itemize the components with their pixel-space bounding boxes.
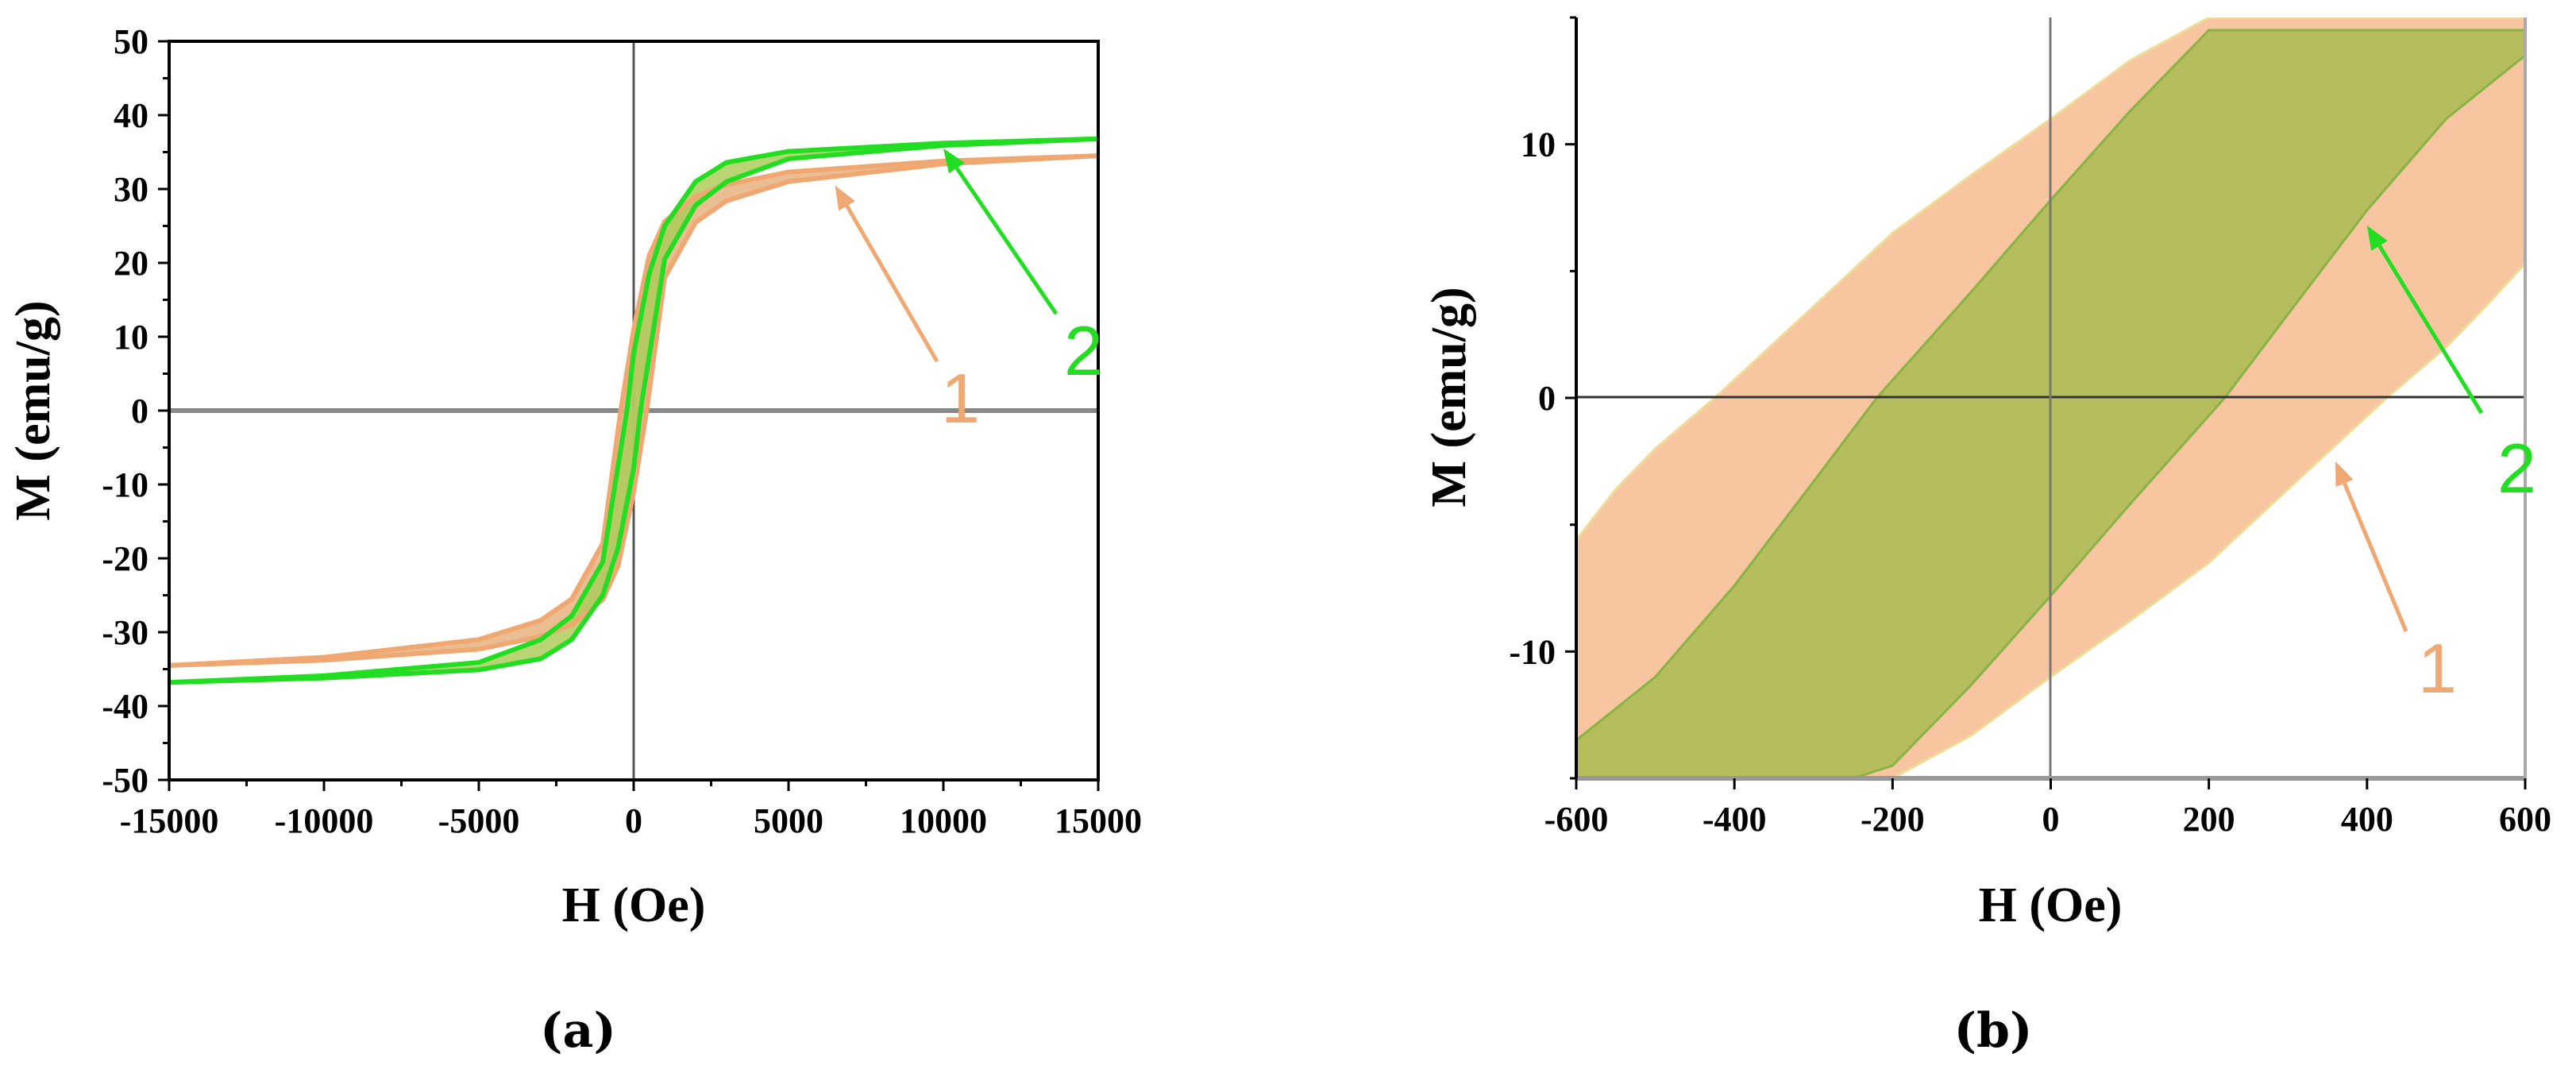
panel-a-x-tick-label: 15000 bbox=[1055, 801, 1142, 840]
panel-b-annotation-arrowhead-2 bbox=[2366, 225, 2388, 251]
panel-a-x-tick-label: 0 bbox=[625, 801, 642, 840]
panel-b-y-tick-label: 0 bbox=[1538, 379, 1556, 418]
panel-a-series-1-ascending bbox=[169, 153, 1098, 668]
panel-b-x-tick-label: 400 bbox=[2341, 800, 2393, 839]
panel-a-annotation-arrowhead-1 bbox=[835, 185, 855, 211]
panel-b-annotation-label-1: 1 bbox=[2418, 629, 2457, 708]
panel-a-y-tick-label: 30 bbox=[114, 170, 148, 209]
panel-b-y-tick-label: -10 bbox=[1509, 632, 1556, 671]
panel-b-label: (b) bbox=[1954, 1003, 2033, 1059]
panel-a-x-tick-label: 5000 bbox=[754, 801, 823, 840]
panel-b-y-axis-title: M (emu/g) bbox=[1422, 287, 1476, 507]
panel-b-x-tick-label: 600 bbox=[2499, 800, 2551, 839]
panel-a-y-tick-label: 50 bbox=[114, 22, 148, 61]
panel-a-x-axis-title: H (Oe) bbox=[562, 878, 706, 932]
panel-b: -600 -400 -200 0 200 400 600 -10 0 10 H (Oe) M (e… bbox=[1422, 16, 2551, 1059]
panel-b-x-tick-label: -400 bbox=[1703, 800, 1767, 839]
panel-a-y-tick-label: -20 bbox=[102, 539, 148, 578]
panel-a-y-axis-title: M (emu/g) bbox=[6, 300, 60, 520]
panel-a-y-tick-label: -30 bbox=[102, 613, 148, 652]
panel-a-annotation-label-1: 1 bbox=[941, 359, 980, 438]
panel-a-label: (a) bbox=[540, 1003, 616, 1059]
panel-a-annotation-label-2: 2 bbox=[1064, 311, 1103, 390]
panel-a: -15000 -10000 -5000 0 5000 10000 15000 -50 -40 -3… bbox=[6, 22, 1142, 1059]
panel-a-y-tick-label: -50 bbox=[102, 761, 148, 800]
panel-a-y-tick-label: 10 bbox=[114, 318, 148, 357]
panel-a-series-1-descending bbox=[169, 153, 1098, 668]
panel-a-y-tick-label: 0 bbox=[131, 392, 148, 430]
panel-b-x-tick-label: 0 bbox=[2042, 800, 2060, 839]
panel-a-x-tick-label: 10000 bbox=[900, 801, 987, 840]
panel-b-y-tick-label: 10 bbox=[1521, 125, 1556, 164]
panel-a-annotation-arrow-1 bbox=[845, 205, 939, 363]
panel-a-y-tick-label: 40 bbox=[114, 96, 148, 135]
panel-a-series-2-descending bbox=[169, 136, 1098, 685]
panel-a-x-tick-label: -10000 bbox=[275, 801, 374, 840]
panel-a-series-2-ascending bbox=[169, 136, 1098, 685]
panel-b-x-tick-label: 200 bbox=[2183, 800, 2235, 839]
panel-b-x-axis-title: H (Oe) bbox=[1979, 878, 2123, 932]
panel-a-y-tick-label: 20 bbox=[114, 244, 148, 283]
panel-b-x-tick-label: -600 bbox=[1544, 800, 1609, 839]
panel-a-loop-fill-2 bbox=[169, 138, 1098, 683]
panel-a-x-tick-label: -15000 bbox=[120, 801, 219, 840]
panel-a-annotation-arrow-2 bbox=[954, 167, 1059, 315]
panel-b-annotation-arrowhead-1 bbox=[2335, 461, 2354, 488]
panel-a-annotation-arrowhead-2 bbox=[943, 148, 965, 174]
panel-b-annotation-arrow-1 bbox=[2343, 482, 2408, 632]
panel-b-annotation-label-2: 2 bbox=[2497, 429, 2536, 507]
panel-a-y-tick-label: -10 bbox=[102, 465, 148, 504]
panel-b-x-tick-label: -200 bbox=[1861, 800, 1925, 839]
panel-a-y-tick-label: -40 bbox=[102, 687, 148, 726]
panel-a-x-tick-label: -5000 bbox=[438, 801, 520, 840]
panel-b-annotation-arrow-2 bbox=[2377, 245, 2484, 415]
